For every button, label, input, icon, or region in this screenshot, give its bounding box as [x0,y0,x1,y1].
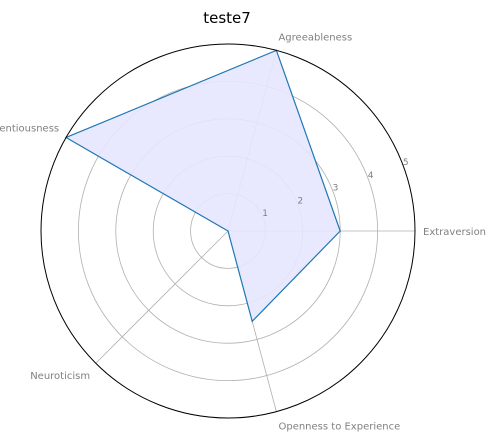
data-point-3 [227,230,229,232]
axis-label-2: Conscientiousness [0,124,59,135]
outer-frame [40,43,416,419]
axis-label-3: Neuroticism [30,371,90,382]
r-tick-label-2: 2 [297,196,303,206]
axis-label-4: Openness to Experience [278,421,400,432]
r-tick-label-5: 5 [403,158,409,168]
radial-tick-labels: 1 2 3 4 5 [262,158,408,219]
data-point-0 [339,230,341,232]
r-tick-label-4: 4 [368,171,374,181]
polar-frame [40,43,416,419]
r-tick-label-3: 3 [333,184,339,194]
chart-title: teste7 [203,9,251,27]
axis-label-0: Extraversion [423,227,486,238]
series-layer [64,49,341,323]
series-0-area [64,49,341,323]
axis-labels: Extraversion Agreeableness Conscientiousne… [0,33,486,433]
spoke-3 [95,230,229,364]
axis-label-1: Agreeableness [278,33,352,44]
data-point-4 [251,320,253,322]
r-tick-label-1: 1 [262,209,268,219]
